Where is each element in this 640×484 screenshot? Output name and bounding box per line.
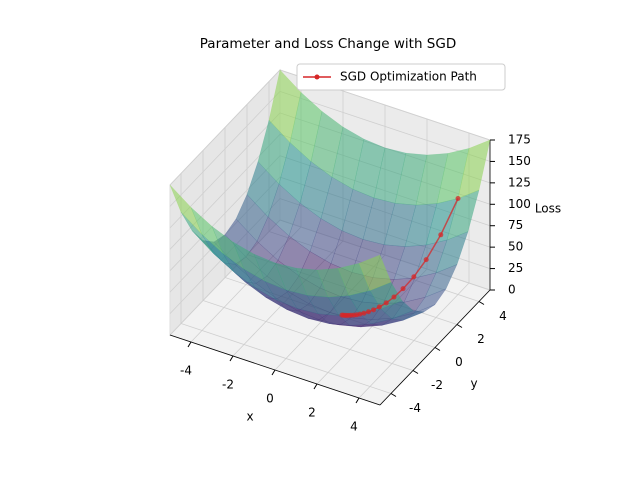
y-tick-label: 2 (477, 332, 485, 346)
y-tick (412, 370, 419, 374)
y-tick (434, 347, 441, 351)
axis-line (169, 334, 381, 406)
path-marker (423, 257, 429, 263)
surface-patch (358, 254, 392, 291)
axis-line (379, 289, 491, 406)
y-tick (456, 324, 463, 328)
legend-box (296, 63, 506, 91)
chart-title: Parameter and Loss Change with SGD (200, 36, 456, 52)
x-tick-label: -4 (180, 364, 192, 378)
path-marker (370, 307, 376, 313)
x-tick-label: 4 (350, 420, 358, 434)
x-tick (229, 355, 234, 362)
y-tick-label: 4 (499, 309, 507, 323)
y-tick-label: 0 (455, 355, 463, 369)
y-tick-label: -2 (431, 378, 443, 392)
z-tick-label: 100 (508, 197, 531, 211)
path-marker (411, 274, 417, 280)
z-tick-label: 175 (508, 133, 531, 147)
x-tick (313, 383, 318, 390)
legend-label: SGD Optimization Path (340, 70, 477, 84)
path-marker (400, 286, 406, 292)
z-tick-label: 50 (508, 240, 523, 254)
x-tick (271, 369, 276, 376)
z-tick-label: 25 (508, 261, 523, 275)
y-tick (390, 393, 397, 397)
path-marker (376, 304, 382, 310)
path-marker (383, 300, 389, 306)
path-marker (361, 310, 367, 316)
path-marker (365, 309, 371, 315)
x-tick-label: 2 (308, 406, 316, 420)
surface-patch (424, 264, 458, 298)
x-tick-label: -2 (222, 378, 234, 392)
z-axis-label: Loss (535, 202, 561, 216)
y-tick-label: -4 (409, 401, 421, 415)
legend: SGD Optimization Path (296, 63, 506, 91)
x-tick-label: 0 (266, 392, 274, 406)
z-tick-label: 125 (508, 175, 531, 189)
path-marker (391, 294, 397, 300)
surface-patch (457, 139, 491, 199)
path-marker (339, 312, 345, 318)
z-tick-label: 150 (508, 154, 531, 168)
z-tick-label: 75 (508, 218, 523, 232)
surface (169, 69, 491, 328)
z-tick-label: 0 (508, 283, 516, 297)
y-tick (478, 301, 485, 305)
y-axis-label: y (470, 377, 477, 391)
legend-marker (314, 74, 320, 80)
x-axis-label: x (246, 410, 253, 424)
x-tick (355, 397, 360, 404)
path-marker (455, 196, 461, 201)
path-marker (438, 232, 444, 238)
x-tick (187, 341, 192, 348)
